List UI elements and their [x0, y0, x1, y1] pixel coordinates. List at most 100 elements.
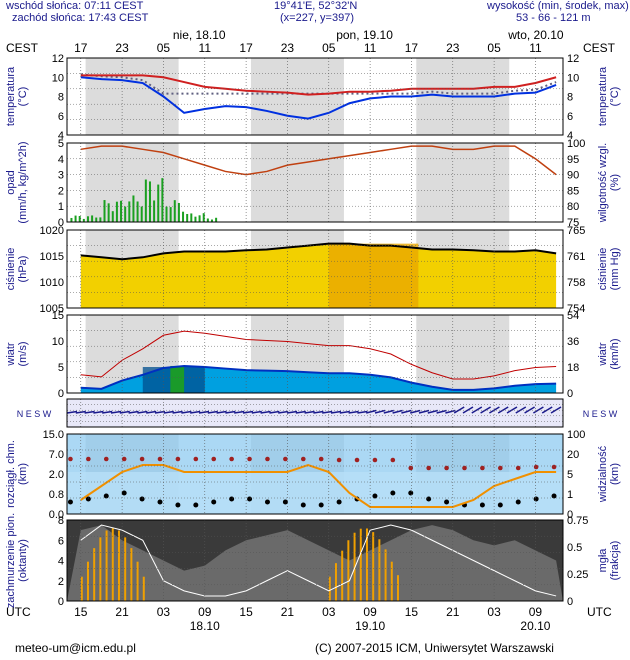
day-label-2: pon, 19.10: [336, 28, 393, 42]
top-hour-label: 05: [487, 41, 501, 55]
pressure-l-tick: 1010: [40, 277, 64, 289]
elevation-values: 53 - 66 - 121 m: [516, 12, 591, 24]
top-hour-label: 17: [405, 41, 419, 55]
cloudbase-dot: [139, 456, 145, 462]
top-hour-label: 17: [74, 41, 88, 55]
pressure-title-right: (mm Hg): [609, 248, 621, 291]
fog-bar: [142, 576, 145, 601]
wind-title-right: wiatr: [597, 342, 609, 367]
top-hour-label: 23: [115, 41, 129, 55]
fog-bar: [341, 550, 344, 601]
fog-bar: [372, 532, 375, 601]
wind-arrow: [128, 410, 139, 414]
cloud-dot: [175, 502, 181, 508]
grid-text: (x=227, y=397): [280, 12, 354, 24]
bottom-hour-label: 21: [115, 605, 129, 619]
cloudbase-dot: [515, 465, 521, 471]
top-hour-label: 05: [157, 41, 171, 55]
temp-r-tick: 10: [567, 72, 579, 84]
precip-l-tick: 3: [58, 170, 64, 182]
cloudbase-dot: [103, 456, 109, 462]
sunset-text: zachód słońca: 17:43 CEST: [12, 12, 149, 24]
top-hour-label: 23: [281, 41, 295, 55]
precip-bar: [173, 200, 176, 222]
day-label-1: nie, 18.10: [173, 28, 226, 42]
wind-arrow: [93, 410, 104, 414]
bottom-tz-left: UTC: [6, 605, 31, 619]
bottom-tz-right: UTC: [587, 605, 612, 619]
precip-bar: [132, 195, 135, 222]
cloudbase-dot: [247, 456, 252, 462]
wind-arrow: [110, 410, 122, 414]
wind-arrow: [304, 410, 315, 414]
wind-arrow: [366, 409, 377, 414]
wind-arrow: [207, 410, 218, 414]
wind-arrow: [471, 406, 483, 414]
cloud-dot: [515, 499, 521, 505]
cloud-dot: [229, 496, 235, 502]
top-hour-label: 11: [364, 41, 377, 55]
panel-frame-pressure: [66, 229, 564, 309]
wind-arrow: [330, 410, 342, 414]
precip-bar: [111, 211, 114, 222]
wind-arrow: [278, 410, 289, 414]
wind-arrow: [102, 410, 113, 414]
compass-right: N E S W: [583, 409, 618, 419]
precip-bar: [120, 200, 123, 222]
elevation-label: wysokość (min, środek, max): [487, 0, 629, 12]
fog-r-tick: 0: [567, 596, 573, 608]
precip-bar: [82, 218, 85, 222]
fog-bar: [93, 548, 96, 601]
temp-title-right: temperatura: [597, 66, 609, 126]
precip-bar: [198, 215, 201, 222]
wind-arrow: [190, 410, 201, 414]
night-band-precip-2: [416, 143, 510, 222]
wind-arrow: [313, 410, 324, 414]
precip-bar: [153, 200, 156, 222]
wind-arrow: [260, 410, 271, 414]
cloudbase-dot: [175, 456, 181, 462]
bottom-hour-label: 03: [322, 605, 336, 619]
top-tz-right: CEST: [583, 41, 616, 55]
wind-arrow: [216, 410, 227, 414]
temp-title-left: temperatura: [5, 66, 17, 126]
cloudbase-l-tick: 7.0: [49, 449, 64, 461]
fog-bar: [124, 537, 127, 601]
cloudbase-dot: [408, 465, 414, 471]
cloud-dot: [85, 496, 91, 502]
wind-r-tick: 18: [567, 362, 579, 374]
pressure-title-left: (hPa): [17, 256, 29, 283]
top-tz-left: CEST: [6, 41, 39, 55]
wind-arrow: [436, 409, 447, 414]
compass-left: N E S W: [17, 409, 52, 419]
cloudbase-dot: [157, 456, 163, 462]
fog-bar: [99, 537, 102, 601]
panel-frame-direction: [66, 398, 564, 428]
fog-bar: [80, 576, 83, 601]
temperature-line: [80, 76, 557, 120]
wind-arrow: [392, 409, 403, 414]
precip-title-left: (mm/h, kg/m^2h): [17, 141, 29, 223]
cloud-dot: [157, 499, 163, 505]
pressure-l-tick: 1005: [40, 303, 64, 315]
wind-arrow: [322, 410, 333, 414]
fog-bar: [130, 548, 133, 601]
precip-bar: [95, 217, 98, 222]
footer-email[interactable]: meteo-um@icm.edu.pl: [15, 641, 136, 655]
wind-arrow: [146, 410, 157, 414]
precip-bar: [115, 201, 118, 222]
cloud-dot: [336, 499, 342, 505]
fog-bar: [136, 561, 139, 601]
wind-l-tick: 0: [58, 388, 64, 400]
cloud-l-tick: 8: [58, 515, 64, 527]
cloud-l-tick: 6: [58, 535, 64, 547]
bottom-hour-label: 03: [157, 605, 171, 619]
wind-arrow: [339, 410, 350, 414]
top-hour-label: 23: [446, 41, 460, 55]
wind-arrow: [75, 410, 86, 414]
top-hour-label: 11: [529, 41, 542, 55]
cloud-dot: [551, 493, 557, 499]
wind-title-right: (km/h): [609, 338, 621, 369]
pressure-r-tick: 758: [567, 277, 585, 289]
